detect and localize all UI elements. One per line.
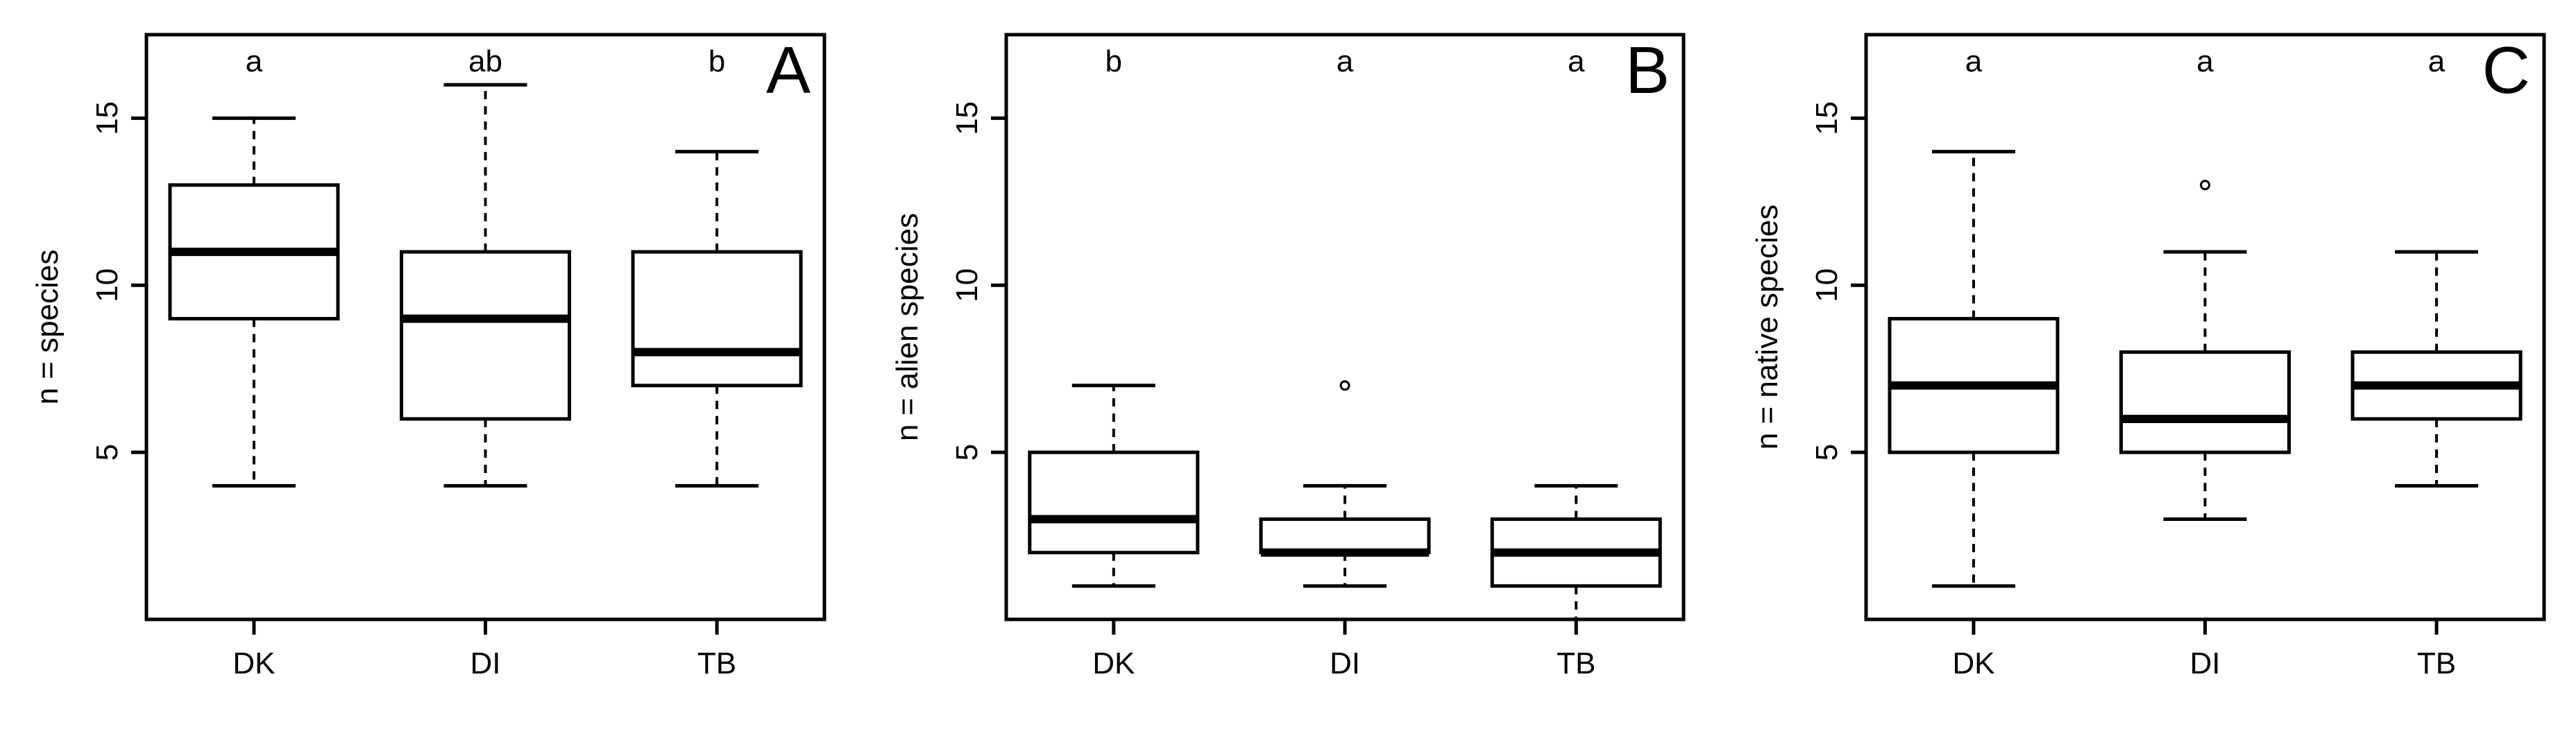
y-tick-label: 10 <box>1810 268 1844 302</box>
box-dk: a <box>168 44 340 488</box>
y-tick-label: 10 <box>950 268 984 302</box>
significance-letter: a <box>2196 44 2214 78</box>
significance-letter: b <box>1105 44 1122 78</box>
box-body <box>400 250 571 421</box>
box-body <box>631 250 803 388</box>
x-tick-label: TB <box>2417 646 2456 680</box>
x-tick-label: TB <box>1557 646 1595 680</box>
y-axis: 5 10 15 <box>90 101 146 461</box>
box-tb: b <box>631 44 803 488</box>
y-tick-label: 15 <box>950 101 984 135</box>
y-axis: 5 10 15 <box>1810 101 1866 461</box>
y-tick-label: 5 <box>1810 444 1844 461</box>
significance-letter: ab <box>468 44 502 78</box>
x-axis: DK DI TB <box>232 619 736 680</box>
box-di: ab <box>400 44 571 488</box>
x-tick-label: DK <box>232 646 275 680</box>
panel-b: 5 10 15 n = alien species B DK DI TB b a a <box>890 33 1686 680</box>
y-axis: 5 10 15 <box>950 101 1006 461</box>
significance-letter: a <box>1337 44 1354 78</box>
significance-letter: a <box>1568 44 1585 78</box>
significance-letter: a <box>2428 44 2446 78</box>
panel-label: C <box>2482 33 2530 108</box>
box-di: a <box>1259 44 1431 588</box>
x-tick-label: DK <box>1092 646 1135 680</box>
x-axis: DK DI TB <box>1952 619 2456 680</box>
y-axis-title: n = native species <box>1750 205 1784 449</box>
x-axis: DK DI TB <box>1092 619 1595 680</box>
outlier-point <box>2200 180 2210 191</box>
y-axis-title: n = species <box>31 250 65 405</box>
x-tick-label: TB <box>697 646 736 680</box>
box-body <box>1028 450 1200 555</box>
y-tick-label: 5 <box>950 444 984 461</box>
box-tb: a <box>2350 44 2523 488</box>
x-tick-label: DI <box>2190 646 2221 680</box>
box-body <box>1259 517 1431 555</box>
box-tb: a <box>1490 44 1662 619</box>
y-axis-title: n = alien species <box>890 213 924 441</box>
y-tick-label: 15 <box>1810 101 1844 135</box>
significance-letter: b <box>709 44 725 78</box>
panel-label: A <box>766 33 811 108</box>
panel-a: 5 10 15 n = species A DK DI TB a ab b <box>31 33 827 680</box>
box-body <box>2119 350 2291 454</box>
y-tick-label: 15 <box>90 101 124 135</box>
significance-letter: a <box>1965 44 1983 78</box>
panel-c: 5 10 15 n = native species C DK DI TB a a a <box>1750 33 2546 680</box>
outlier-point <box>1339 380 1350 391</box>
y-tick-label: 10 <box>90 268 124 302</box>
box-dk: a <box>1888 44 2060 588</box>
y-tick-label: 5 <box>90 444 124 461</box>
x-tick-label: DK <box>1952 646 1994 680</box>
box-dk: b <box>1028 44 1200 588</box>
significance-letter: a <box>246 44 263 78</box>
panel-label: B <box>1625 33 1670 108</box>
x-tick-label: DI <box>471 646 501 680</box>
x-tick-label: DI <box>1330 646 1360 680</box>
box-di: a <box>2119 44 2291 521</box>
